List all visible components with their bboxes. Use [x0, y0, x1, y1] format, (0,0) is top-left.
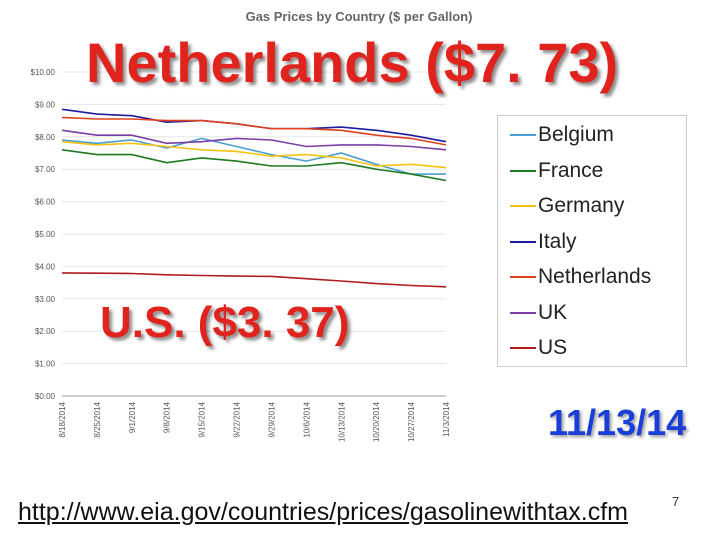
legend-label: US — [538, 336, 568, 359]
chart-title: Gas Prices by Country ($ per Gallon) — [246, 9, 473, 24]
y-tick-label: $3.00 — [35, 295, 56, 304]
series-line-germany — [61, 140, 447, 169]
series-line-france — [61, 149, 447, 182]
netherlands-annotation: Netherlands ($7. 73) — [86, 31, 619, 94]
legend-item-us: US — [510, 333, 567, 363]
legend-item-belgium: Belgium — [510, 120, 614, 150]
source-link[interactable]: http://www.eia.gov/countries/prices/gaso… — [18, 498, 628, 526]
y-tick-label: $7.00 — [35, 165, 56, 174]
legend-item-uk: UK — [510, 298, 567, 328]
x-tick-label: 9/29/2014 — [267, 401, 276, 437]
y-tick-label: $5.00 — [35, 230, 56, 239]
y-axis-ticks: $0.00 $1.00 $2.00 $3.00 $4.00 $5.00 $6.00 $7.00… — [31, 68, 56, 401]
x-tick-label: 10/6/2014 — [302, 401, 311, 437]
x-tick-label: 11/3/2014 — [442, 401, 451, 437]
legend-item-italy: Italy — [510, 227, 577, 257]
legend-item-germany: Germany — [510, 191, 624, 221]
y-tick-label: $8.00 — [35, 133, 56, 142]
legend-label: UK — [538, 300, 568, 324]
y-tick-label: $4.00 — [35, 262, 56, 271]
grid-lines — [62, 71, 446, 397]
legend-swatch — [510, 276, 536, 278]
y-tick-label: $6.00 — [35, 198, 56, 207]
legend-label: Belgium — [538, 123, 614, 146]
legend-label: France — [538, 158, 604, 182]
slide-number: 7 — [672, 494, 680, 509]
date-annotation: 11/13/14 — [548, 402, 687, 443]
legend-item-france: France — [510, 156, 603, 186]
series-line-netherlands — [61, 116, 447, 146]
legend-swatch — [510, 347, 536, 349]
legend: Belgium France Germany Italy Netherlands UK US — [497, 115, 687, 367]
legend-swatch — [510, 134, 536, 136]
x-tick-label: 9/15/2014 — [198, 401, 207, 437]
us-annotation: U.S. ($3. 37) — [100, 298, 350, 347]
x-tick-label: 8/25/2014 — [93, 401, 102, 437]
series-line-us — [61, 272, 447, 288]
legend-swatch — [510, 240, 536, 243]
x-tick-label: 10/20/2014 — [372, 401, 381, 442]
legend-label: Germany — [538, 194, 625, 217]
x-axis-ticks: 8/18/2014 8/25/2014 9/1/2014 9/8/2014 9/15/2… — [58, 401, 451, 442]
x-tick-label: 9/1/2014 — [128, 401, 137, 433]
x-tick-label: 9/8/2014 — [163, 401, 172, 433]
x-tick-label: 9/22/2014 — [233, 401, 242, 437]
y-tick-label: $10.00 — [31, 68, 56, 77]
x-tick-label: 10/13/2014 — [337, 401, 346, 442]
y-tick-label: $0.00 — [35, 392, 56, 401]
legend-label: Netherlands — [538, 265, 652, 288]
y-tick-label: $2.00 — [35, 327, 56, 336]
legend-swatch — [510, 205, 536, 207]
y-tick-label: $1.00 — [35, 360, 56, 369]
series-line-uk — [61, 129, 447, 151]
x-tick-label: 8/18/2014 — [58, 401, 67, 437]
x-tick-label: 10/27/2014 — [407, 401, 416, 442]
legend-item-netherlands: Netherlands — [510, 262, 651, 292]
legend-swatch — [510, 169, 536, 172]
y-tick-label: $9.00 — [35, 100, 56, 109]
legend-swatch — [510, 311, 536, 314]
legend-label: Italy — [538, 229, 577, 253]
series-lines — [61, 108, 447, 288]
